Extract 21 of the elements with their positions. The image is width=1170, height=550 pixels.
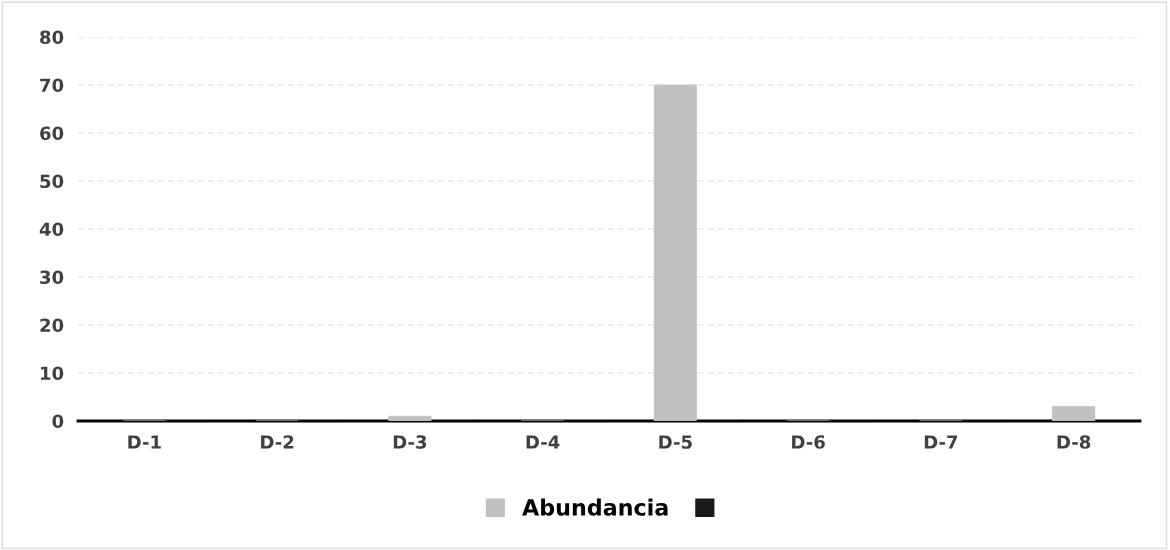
y-tick-label: 40 [39, 222, 64, 237]
x-tick-label: D-4 [526, 435, 560, 449]
x-tick-label: D-8 [1057, 435, 1091, 449]
y-tick-label: 30 [40, 270, 64, 285]
x-tick-label: D-6 [792, 435, 825, 449]
y-tick-label: 20 [40, 318, 64, 333]
y-tick-label: 50 [40, 174, 64, 189]
x-tick-label: D-3 [393, 435, 427, 449]
bar [388, 415, 432, 421]
x-tick-label: D-1 [128, 435, 161, 449]
x-tick-label: D-7 [924, 435, 958, 449]
bar [1052, 406, 1096, 421]
bar [653, 84, 697, 421]
y-tick-label: 0 [52, 414, 64, 429]
legend-label: Abundancia [522, 498, 668, 516]
y-tick-label: 10 [41, 366, 64, 381]
y-tick-label: 80 [40, 30, 64, 45]
x-tick-label: D-5 [659, 435, 692, 449]
x-tick-label: D-2 [261, 435, 294, 449]
y-tick-label: 60 [40, 126, 64, 141]
y-tick-label: 70 [40, 78, 64, 93]
